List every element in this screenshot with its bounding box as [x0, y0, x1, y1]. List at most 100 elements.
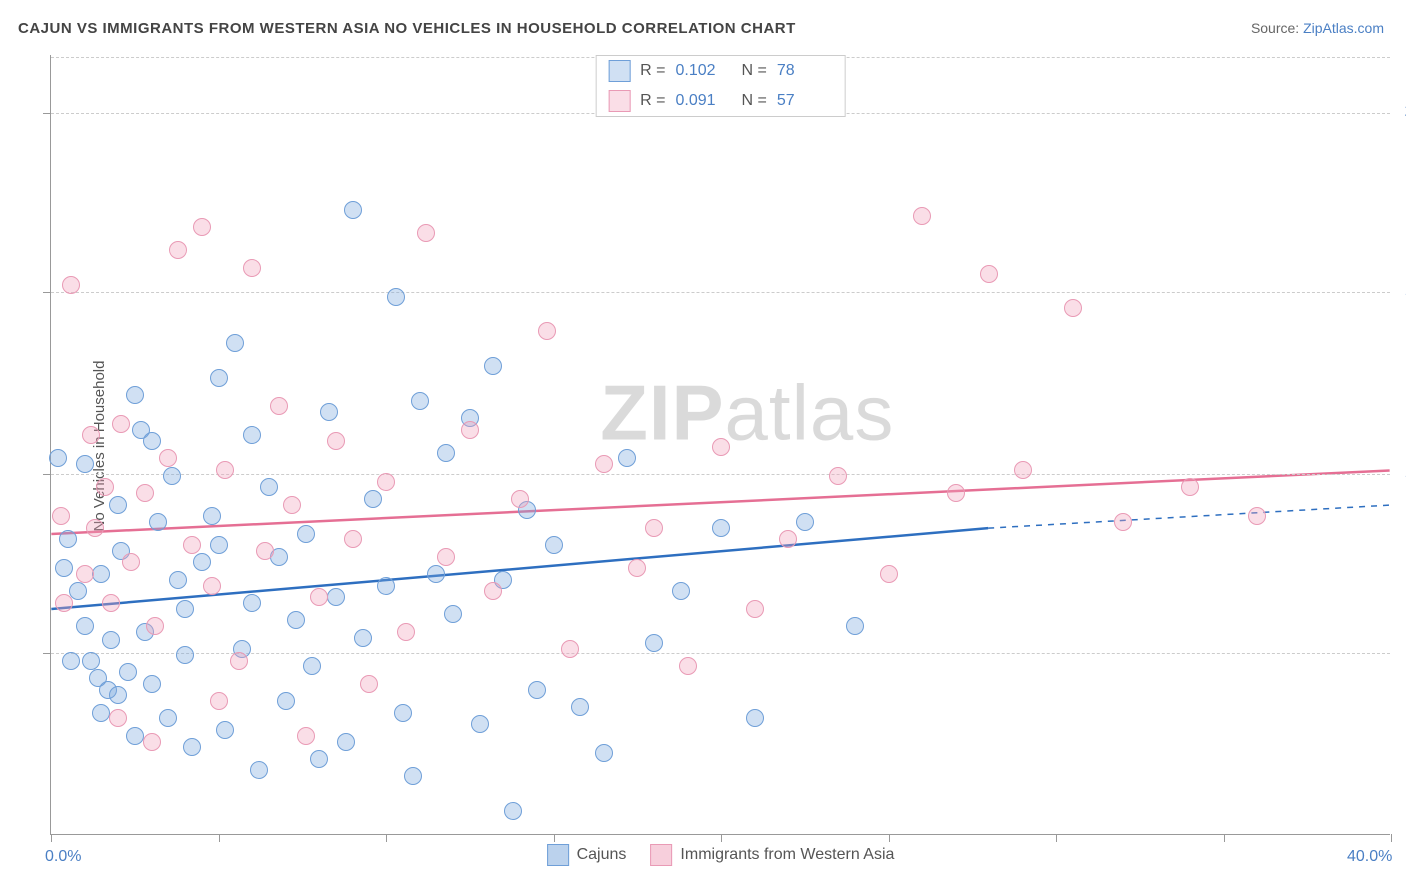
legend-series: Cajuns Immigrants from Western Asia	[547, 844, 895, 866]
data-point	[109, 496, 127, 514]
data-point	[595, 744, 613, 762]
legend-r-label: R =	[640, 92, 665, 110]
data-point	[76, 617, 94, 635]
data-point	[344, 201, 362, 219]
y-tick	[43, 292, 51, 293]
data-point	[102, 631, 120, 649]
gridline	[51, 474, 1390, 475]
y-tick	[43, 653, 51, 654]
data-point	[779, 530, 797, 548]
data-point	[595, 455, 613, 473]
data-point	[471, 715, 489, 733]
watermark-bold: ZIP	[600, 369, 724, 457]
x-tick	[386, 834, 387, 842]
data-point	[250, 761, 268, 779]
y-tick	[43, 113, 51, 114]
data-point	[203, 507, 221, 525]
data-point	[397, 623, 415, 641]
x-tick	[219, 834, 220, 842]
watermark: ZIPatlas	[600, 368, 894, 459]
data-point	[746, 600, 764, 618]
data-point	[327, 588, 345, 606]
data-point	[913, 207, 931, 225]
data-point	[980, 265, 998, 283]
regression-line-dashed	[988, 505, 1389, 528]
data-point	[92, 565, 110, 583]
data-point	[511, 490, 529, 508]
data-point	[283, 496, 301, 514]
legend-label: Cajuns	[577, 846, 627, 864]
data-point	[169, 241, 187, 259]
data-point	[364, 490, 382, 508]
data-point	[1181, 478, 1199, 496]
data-point	[183, 536, 201, 554]
data-point	[92, 704, 110, 722]
data-point	[210, 692, 228, 710]
source-credit: Source: ZipAtlas.com	[1251, 20, 1384, 36]
data-point	[183, 738, 201, 756]
data-point	[76, 455, 94, 473]
data-point	[270, 397, 288, 415]
data-point	[243, 594, 261, 612]
x-tick	[554, 834, 555, 842]
legend-n-value: 78	[777, 62, 833, 80]
data-point	[672, 582, 690, 600]
source-link[interactable]: ZipAtlas.com	[1303, 20, 1384, 36]
data-point	[538, 322, 556, 340]
data-point	[163, 467, 181, 485]
data-point	[679, 657, 697, 675]
data-point	[126, 727, 144, 745]
data-point	[417, 224, 435, 242]
data-point	[404, 767, 422, 785]
data-point	[176, 600, 194, 618]
data-point	[193, 553, 211, 571]
data-point	[571, 698, 589, 716]
data-point	[143, 432, 161, 450]
data-point	[59, 530, 77, 548]
data-point	[484, 357, 502, 375]
data-point	[169, 571, 187, 589]
x-tick-label: 40.0%	[1347, 848, 1392, 866]
data-point	[360, 675, 378, 693]
data-point	[746, 709, 764, 727]
data-point	[387, 288, 405, 306]
data-point	[176, 646, 194, 664]
data-point	[545, 536, 563, 554]
data-point	[437, 548, 455, 566]
data-point	[411, 392, 429, 410]
legend-item: Immigrants from Western Asia	[650, 844, 894, 866]
data-point	[55, 594, 73, 612]
x-tick	[1056, 834, 1057, 842]
data-point	[76, 565, 94, 583]
data-point	[287, 611, 305, 629]
data-point	[277, 692, 295, 710]
data-point	[310, 588, 328, 606]
legend-n-label: N =	[742, 92, 767, 110]
data-point	[628, 559, 646, 577]
data-point	[1248, 507, 1266, 525]
data-point	[437, 444, 455, 462]
data-point	[297, 525, 315, 543]
data-point	[394, 704, 412, 722]
data-point	[109, 686, 127, 704]
x-tick-label: 0.0%	[45, 848, 81, 866]
data-point	[112, 415, 130, 433]
watermark-light: atlas	[725, 369, 895, 457]
data-point	[484, 582, 502, 600]
legend-r-label: R =	[640, 62, 665, 80]
legend-stat-row: R =0.102N =78	[596, 56, 845, 86]
chart-plot-area: ZIPatlas R =0.102N =78R =0.091N =57 Caju…	[50, 55, 1390, 835]
data-point	[947, 484, 965, 502]
data-point	[86, 519, 104, 537]
data-point	[149, 513, 167, 531]
x-tick	[1391, 834, 1392, 842]
data-point	[102, 594, 120, 612]
data-point	[216, 721, 234, 739]
legend-swatch	[650, 844, 672, 866]
data-point	[216, 461, 234, 479]
data-point	[49, 449, 67, 467]
data-point	[122, 553, 140, 571]
data-point	[210, 369, 228, 387]
legend-swatch	[547, 844, 569, 866]
data-point	[444, 605, 462, 623]
